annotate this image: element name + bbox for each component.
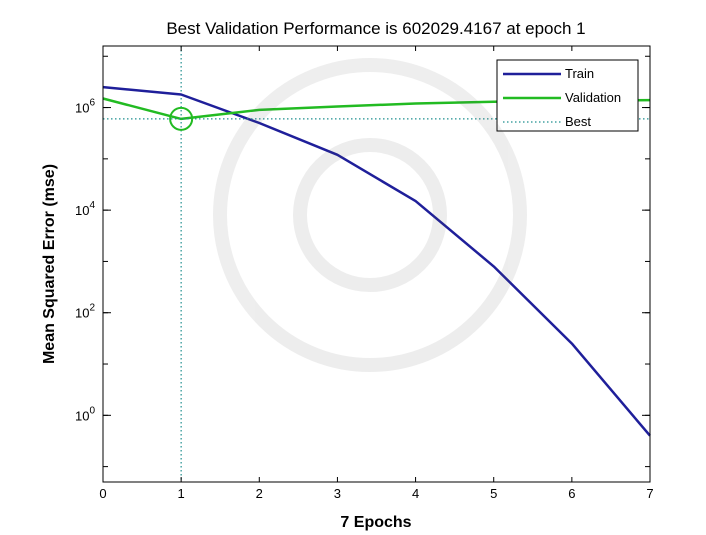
plot-frame (102, 45, 651, 483)
series-line-train (102, 85, 651, 437)
x-tick-label: 7 (646, 486, 653, 501)
x-tick-label: 3 (334, 486, 341, 501)
chart-title: Best Validation Performance is 602029.41… (166, 19, 585, 38)
x-tick-label: 6 (568, 486, 575, 501)
y-tick-label: 102 (75, 303, 95, 321)
axis-layer: 0 1 2 3 4 5 6 7 100 102 104 106 (75, 45, 654, 501)
x-axis-label: 7 Epochs (340, 514, 411, 531)
x-tick-label: 0 (99, 486, 106, 501)
y-tick-label: 106 (75, 98, 95, 116)
best-validation-marker (169, 106, 194, 131)
legend-label-train: Train (565, 66, 594, 81)
x-tick-label: 5 (490, 486, 497, 501)
y-tick-label: 100 (75, 405, 95, 423)
x-tick-label: 1 (178, 486, 185, 501)
x-tick-label: 4 (412, 486, 419, 501)
y-tick-label: 104 (75, 200, 95, 218)
legend: Train Validation Best (496, 59, 639, 132)
legend-label-best: Best (565, 114, 591, 129)
x-tick-label: 2 (256, 486, 263, 501)
legend-label-validation: Validation (565, 90, 621, 105)
legend-box (496, 59, 639, 132)
y-axis-label: Mean Squared Error (mse) (41, 164, 58, 364)
